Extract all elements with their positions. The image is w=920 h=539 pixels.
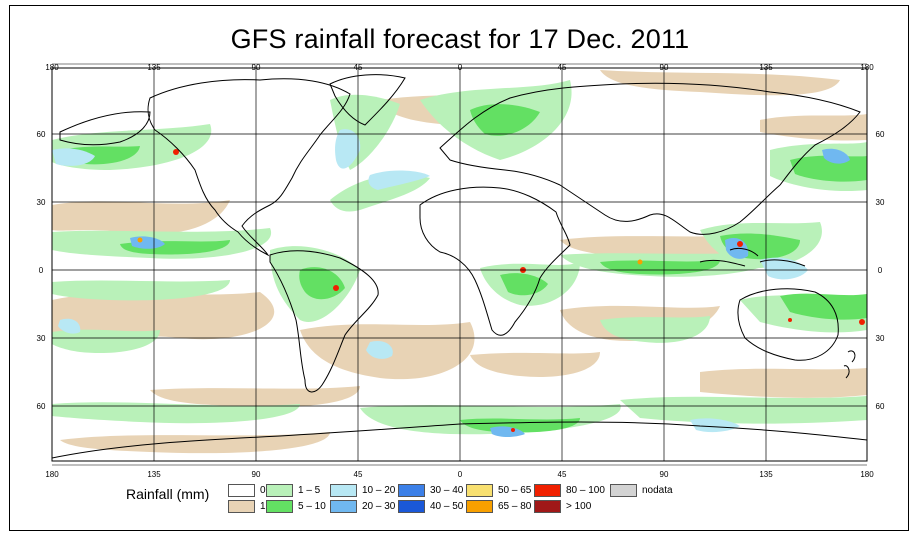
lat-label: 30: [37, 334, 46, 343]
map-border: [51, 67, 868, 462]
lon-label: 90: [660, 470, 669, 479]
lon-label: 135: [759, 63, 773, 72]
lon-label: 180: [860, 470, 874, 479]
lon-label: 180: [860, 63, 874, 72]
new-zealand-outline: [843, 350, 856, 379]
lat-label: 0: [878, 266, 883, 275]
australia-outline: [737, 288, 839, 361]
lon-label: 0: [458, 63, 463, 72]
lon-label: 135: [147, 470, 161, 479]
lon-labels-bottom: 180 135 90 45 0 45 90 135 180: [45, 470, 874, 479]
indonesia-outline: [699, 247, 806, 267]
lat-label: 60: [876, 130, 885, 139]
lon-label: 180: [45, 63, 59, 72]
lat-label: 30: [876, 198, 885, 207]
south-america-outline: [269, 250, 379, 393]
lon-label: 90: [252, 470, 261, 479]
lon-label: 0: [458, 470, 463, 479]
lat-label: 60: [37, 130, 46, 139]
rain-10-20mm-areas: [52, 129, 808, 433]
lat-label: 60: [37, 402, 46, 411]
lon-label: 45: [558, 470, 567, 479]
rain-20-30mm-areas: [130, 148, 850, 437]
lon-label: 135: [759, 470, 773, 479]
lon-label: 45: [354, 63, 363, 72]
lon-label: 135: [147, 63, 161, 72]
lon-label: 45: [354, 470, 363, 479]
africa-outline: [419, 186, 571, 336]
rain-5-10mm-areas: [60, 104, 867, 433]
lat-label: 60: [876, 402, 885, 411]
graticule: [52, 68, 867, 461]
map-title: GFS rainfall forecast for 17 Dec. 2011: [230, 24, 690, 54]
lat-label: 30: [37, 198, 46, 207]
lat-label: 0: [39, 266, 44, 275]
lat-labels-right: 60 30 0 30 60: [876, 130, 885, 411]
lat-labels-left: 60 30 0 30 60: [37, 130, 46, 411]
lon-label: 90: [252, 63, 261, 72]
eurasia-outline: [439, 82, 861, 235]
axis-ticks: [52, 63, 867, 466]
lat-label: 30: [876, 334, 885, 343]
lon-label: 45: [558, 63, 567, 72]
greenland-outline: [329, 74, 406, 126]
lon-label: 90: [660, 63, 669, 72]
north-america-outline: [147, 78, 351, 257]
lon-label: 180: [45, 470, 59, 479]
lon-labels-top: 180 135 90 45 0 45 90 135 180: [45, 63, 874, 72]
alaska-outline: [59, 111, 151, 146]
